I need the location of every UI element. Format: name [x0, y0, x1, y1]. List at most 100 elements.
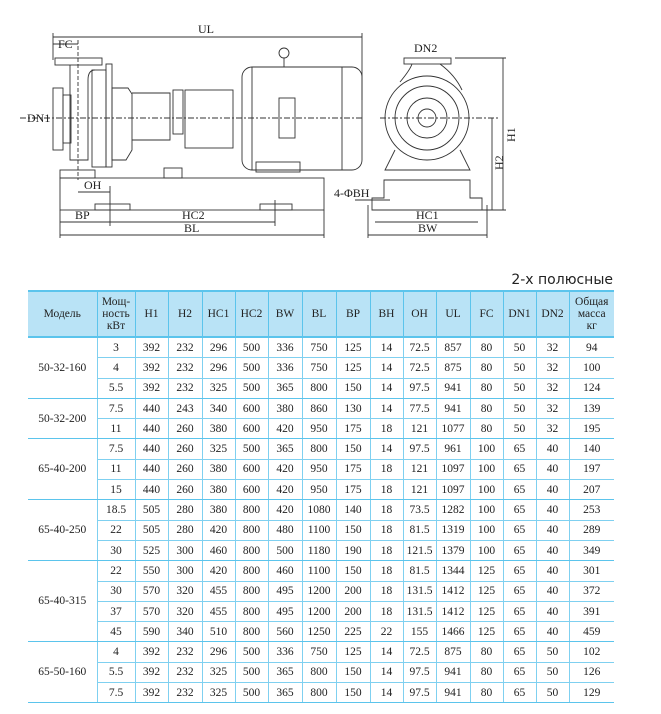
table-cell: 460	[201, 539, 236, 562]
table-cell: 197	[568, 458, 614, 481]
table-cell: 22	[96, 560, 136, 582]
table-cell: 296	[201, 357, 236, 379]
table-cell: 80	[469, 377, 504, 399]
table-cell: 800	[234, 580, 269, 602]
table-cell: 510	[201, 621, 236, 643]
table-cell: 50	[502, 418, 537, 440]
table-row: 65-50-160 4 392 232 296 500 336 750 125 14 72.5 875…	[28, 641, 614, 704]
table-cell: 125	[335, 357, 371, 379]
table-cell: 3	[96, 336, 136, 359]
table-cell: 97.5	[402, 377, 437, 399]
table-cell: 941	[435, 661, 471, 684]
table-cell: 875	[435, 357, 471, 379]
table-cell: 7.5	[96, 682, 136, 704]
table-cell: 155	[402, 621, 437, 643]
table-cell: 570	[134, 600, 169, 623]
table-cell: 480	[267, 519, 303, 541]
table-cell: 325	[201, 377, 236, 399]
table-cell: 440	[134, 458, 169, 481]
table-cell: 590	[134, 621, 169, 643]
table-cell: 380	[267, 397, 303, 420]
side-view	[20, 33, 363, 238]
table-cell: 380	[201, 479, 236, 501]
table-cell: 325	[201, 438, 236, 460]
table-cell: 941	[435, 377, 471, 399]
table-cell: 5.5	[96, 661, 136, 684]
table-cell: 372	[568, 580, 614, 602]
table-cell: 260	[167, 458, 203, 481]
table-cell: 32	[535, 418, 570, 440]
table-cell: 560	[267, 621, 303, 643]
column-header: Модель	[28, 290, 98, 338]
table-cell: 800	[301, 661, 337, 684]
table-cell: 4	[96, 357, 136, 379]
table-cell: 175	[335, 418, 371, 440]
table-row: 11 440 260 380 600 420 950 175 18 121 1077 80 50 32 19…	[28, 418, 614, 440]
table-subtitle: 2-х полюсные	[511, 272, 613, 288]
table-cell: 505	[134, 519, 169, 541]
table-row: 5.5 392 232 325 500 365 800 150 14 97.5 941 80 65 50 1…	[28, 661, 614, 684]
table-cell: 500	[234, 682, 269, 704]
dimensions-table: Модель Мощ- ность кВт H1 H2 HC1 HC2 BW BL BP BH OH…	[28, 290, 614, 704]
table-cell: 14	[369, 336, 404, 359]
table-cell: 72.5	[402, 641, 437, 663]
column-header: BL	[301, 290, 337, 338]
table-cell: 22	[369, 621, 404, 643]
table-cell: 40	[535, 560, 570, 582]
table-cell: 500	[234, 377, 269, 399]
table-cell: 72.5	[402, 357, 437, 379]
table-cell: 380	[201, 499, 236, 521]
table-cell: 50	[502, 397, 537, 420]
table-cell: 139	[568, 397, 614, 420]
table-cell: 65	[502, 519, 537, 541]
table-cell: 260	[167, 438, 203, 460]
table-cell: 65	[502, 438, 537, 460]
table-cell: 126	[568, 661, 614, 684]
column-header: DN1	[502, 290, 537, 338]
table-cell: 1100	[301, 560, 337, 582]
table-cell: 1097	[435, 479, 471, 501]
table-cell: 455	[201, 580, 236, 602]
table-cell: 301	[568, 560, 614, 582]
table-cell: 150	[335, 438, 371, 460]
column-header: HC1	[201, 290, 236, 338]
table-cell: 440	[134, 479, 169, 501]
table-cell: 125	[335, 641, 371, 663]
table-cell: 30	[96, 580, 136, 602]
table-cell: 420	[201, 519, 236, 541]
table-cell: 15	[96, 479, 136, 501]
table-cell: 50	[502, 377, 537, 399]
table-cell: 380	[201, 458, 236, 481]
table-cell: 440	[134, 418, 169, 440]
table-row: 65-40-250 18.5 505 280 380 800 420 1080 140 18 73.…	[28, 499, 614, 562]
label-HC2: HC2	[182, 208, 205, 222]
table-row: 22 505 280 420 800 480 1100 150 18 81.5 1319 100 65 4…	[28, 519, 614, 541]
table-cell: 50	[535, 641, 570, 663]
table-cell: 365	[267, 661, 303, 684]
table-row: 50-32-200 7.5 440 243 340 600 380 860 130 14 77.5 9…	[28, 397, 614, 440]
table-cell: 459	[568, 621, 614, 643]
table-cell: 420	[201, 560, 236, 582]
table-cell: 45	[96, 621, 136, 643]
table-cell: 175	[335, 458, 371, 481]
table-cell: 232	[167, 641, 203, 663]
column-header: OH	[402, 290, 437, 338]
table-cell: 14	[369, 357, 404, 379]
table-cell: 14	[369, 641, 404, 663]
table-cell: 5.5	[96, 377, 136, 399]
table-cell: 22	[96, 519, 136, 541]
table-cell: 40	[535, 458, 570, 481]
table-cell: 121	[402, 458, 437, 481]
table-cell: 340	[167, 621, 203, 643]
table-cell: 30	[96, 539, 136, 562]
table-cell: 260	[167, 418, 203, 440]
table-cell: 232	[167, 357, 203, 379]
table-cell: 80	[469, 661, 504, 684]
label-HC1: HC1	[416, 208, 439, 222]
table-cell: 80	[469, 641, 504, 663]
table-cell: 420	[267, 499, 303, 521]
table-cell: 253	[568, 499, 614, 521]
table-cell: 455	[201, 600, 236, 623]
table-cell: 1344	[435, 560, 471, 582]
table-cell: 124	[568, 377, 614, 399]
